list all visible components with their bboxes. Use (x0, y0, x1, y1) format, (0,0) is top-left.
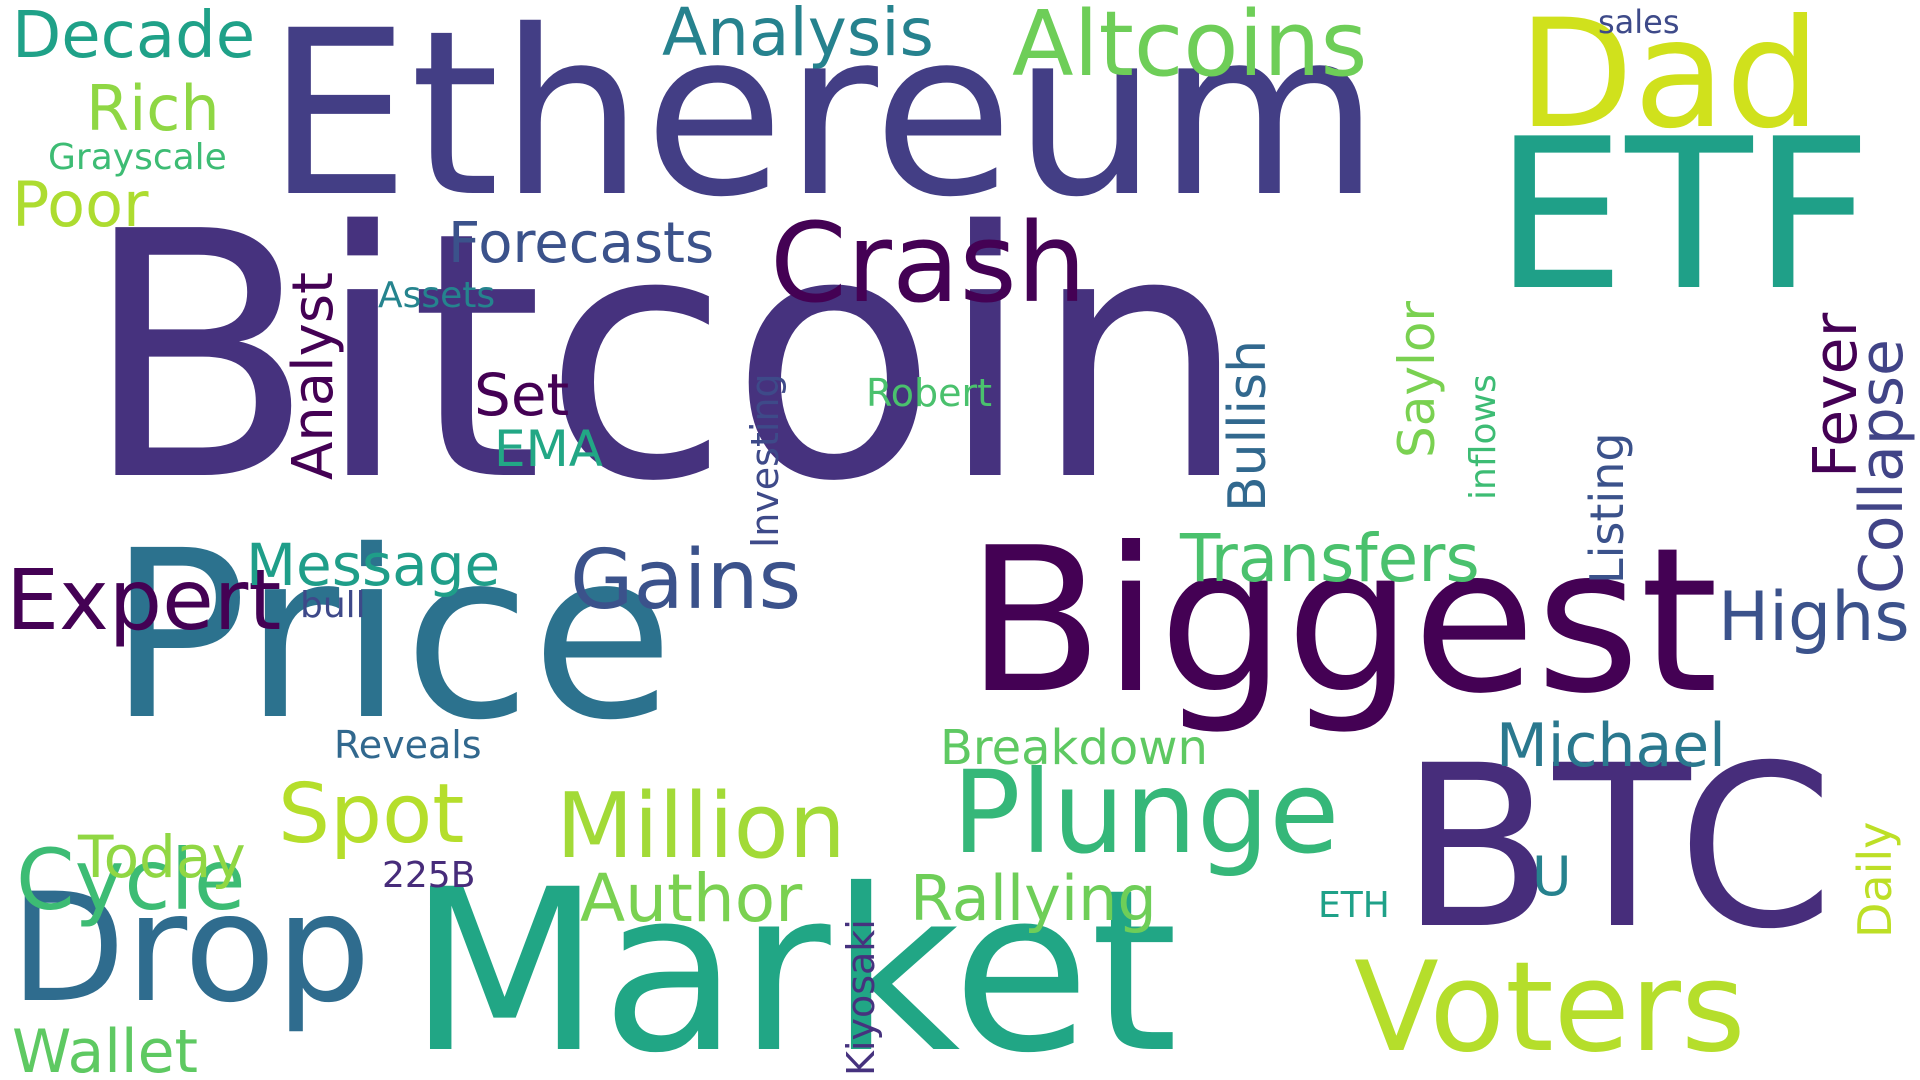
word-eth: ETH (1318, 885, 1390, 926)
word-biggest: Biggest (966, 505, 1719, 738)
word-wallet: Wallet (12, 1017, 199, 1080)
word-voters: Voters (1354, 936, 1746, 1080)
word-bull: bull (300, 585, 366, 626)
word-million: Million (556, 774, 846, 879)
word-bullish: Bullish (1218, 339, 1278, 512)
word-reveals: Reveals (334, 723, 482, 767)
word-ethereum: Ethereum (266, 0, 1380, 247)
word-gains: Gains (570, 533, 802, 628)
word-bitcoin: Bitcoin (82, 160, 1248, 556)
word-forecasts: Forecasts (448, 211, 715, 276)
word-decade: Decade (12, 0, 256, 73)
word-rich: Rich (86, 72, 220, 145)
word-spot: Spot (278, 767, 465, 862)
word-assets: Assets (378, 275, 496, 316)
word-author: Author (580, 860, 803, 937)
word-etf: ETF (1494, 95, 1873, 337)
word-altcoins: Altcoins (1012, 0, 1368, 97)
word-plunge: Plunge (952, 746, 1340, 879)
word-ema: EMA (494, 420, 603, 478)
word-message: Message (246, 531, 501, 599)
word-sales: sales (1598, 3, 1680, 41)
word-poor: Poor (12, 168, 149, 241)
word-dad: Dad (1518, 0, 1821, 162)
word-transfers: Transfers (1180, 520, 1480, 597)
word-saylor: Saylor (1388, 300, 1446, 458)
word-analysis: Analysis (662, 0, 934, 71)
word-highs: Highs (1718, 578, 1910, 657)
word-u: U (1532, 845, 1572, 908)
word-breakdown: Breakdown (940, 720, 1208, 776)
word-today: Today (78, 823, 246, 891)
word-fever: Fever (1801, 312, 1871, 478)
word-michael: Michael (1496, 711, 1726, 781)
word-price: Price (108, 501, 674, 771)
word-drop: Drop (10, 862, 371, 1036)
word-crash: Crash (770, 199, 1087, 327)
word-cycle: Cycle (16, 831, 246, 929)
word-investing: Investing (743, 373, 787, 548)
word-rallying: Rallying (910, 862, 1157, 935)
word-expert: Expert (6, 551, 282, 649)
word-analyst: Analyst (281, 272, 346, 480)
word-set: Set (474, 361, 570, 429)
word-listing: Listing (1580, 432, 1634, 584)
word-btc: BTC (1400, 717, 1834, 978)
word-225b: 225B (382, 855, 476, 896)
word-robert: Robert (866, 371, 992, 415)
word-market: Market (408, 841, 1178, 1080)
word-inflows: inflows (1463, 374, 1504, 500)
word-kiyosaki: Kiyosaki (839, 919, 883, 1076)
word-daily: Daily (1848, 821, 1902, 938)
word-grayscale: Grayscale (48, 137, 227, 178)
